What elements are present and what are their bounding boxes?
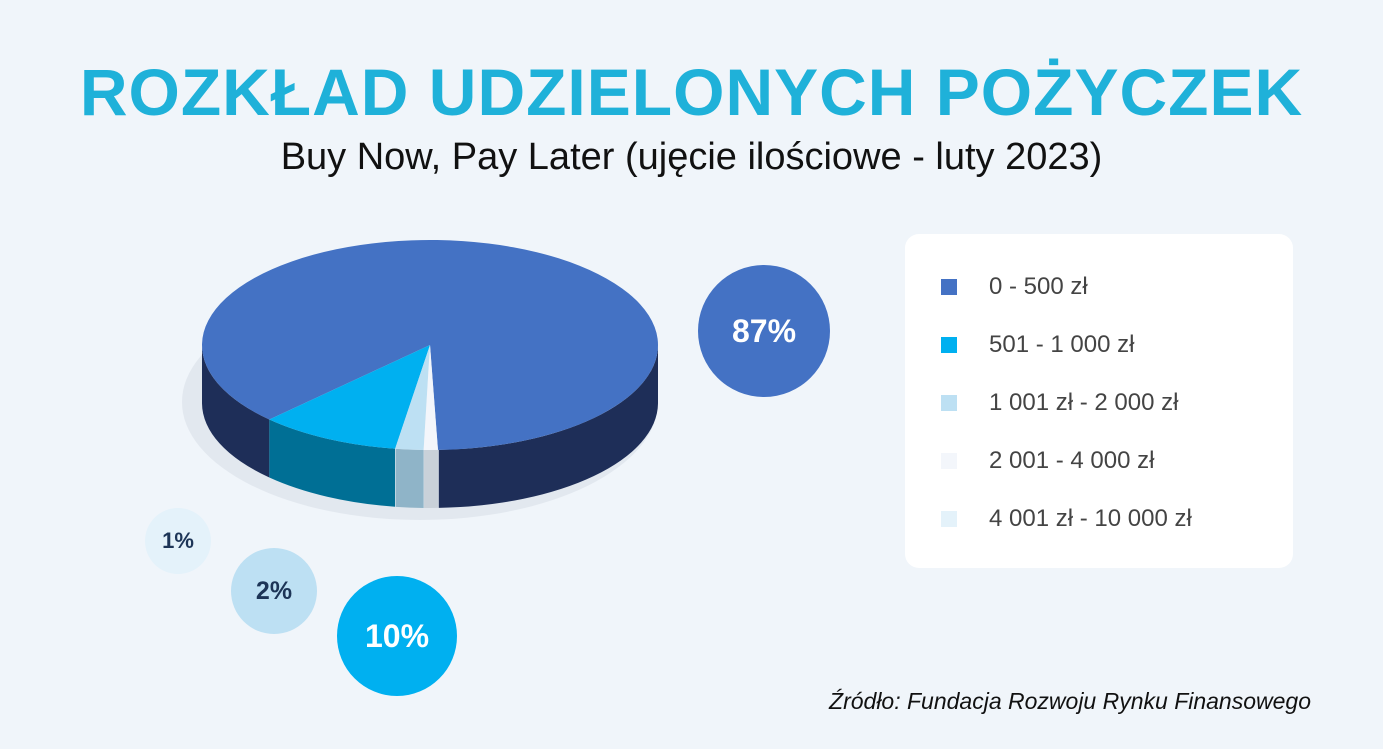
- pie-side-3: [395, 448, 424, 508]
- legend-swatch: [941, 279, 957, 295]
- source-note: Źródło: Fundacja Rozwoju Rynku Finansowe…: [829, 688, 1311, 714]
- legend-item: 501 - 1 000 zł: [941, 330, 1134, 360]
- data-label-bubble: 87%: [698, 265, 830, 397]
- data-label-bubble: 2%: [231, 548, 317, 634]
- pie-slice-1: [202, 239, 659, 450]
- legend-label: 501 - 1 000 zł: [989, 331, 1135, 358]
- legend: 0 - 500 zł 501 - 1 000 zł 1 001 zł - 2 000…: [905, 234, 1293, 568]
- legend-swatch: [941, 395, 957, 411]
- legend-label: 0 - 500 zł: [989, 273, 1088, 300]
- pie-slice-4: [423, 345, 438, 450]
- legend-item: 2 001 - 4 000 zł: [941, 446, 1154, 476]
- legend-swatch: [941, 337, 957, 353]
- pie-side-1: [202, 345, 270, 478]
- page-subtitle: Buy Now, Pay Later (ujęcie ilościowe - l…: [280, 136, 1103, 178]
- legend-swatch: [941, 511, 957, 527]
- legend-label: 1 001 zł - 2 000 zł: [989, 389, 1179, 416]
- page-title: ROZKŁAD UDZIELONYCH POŻYCZEK: [79, 55, 1304, 129]
- legend-label: 2 001 - 4 000 zł: [989, 447, 1155, 474]
- legend-label: 4 001 zł - 10 000 zł: [989, 505, 1192, 532]
- pie-slice-2: [269, 345, 430, 449]
- data-label-bubble: 1%: [145, 508, 211, 574]
- legend-item: 1 001 zł - 2 000 zł: [941, 388, 1178, 418]
- legend-swatch: [941, 453, 957, 469]
- legend-item: 0 - 500 zł: [941, 272, 1088, 302]
- pie-side-4: [424, 449, 438, 508]
- pie-slice-3: [395, 345, 430, 450]
- pie-side-2: [269, 419, 396, 507]
- data-label-bubble: 10%: [337, 576, 457, 696]
- pie-side-1: [438, 345, 658, 508]
- legend-item: 4 001 zł - 10 000 zł: [941, 504, 1192, 534]
